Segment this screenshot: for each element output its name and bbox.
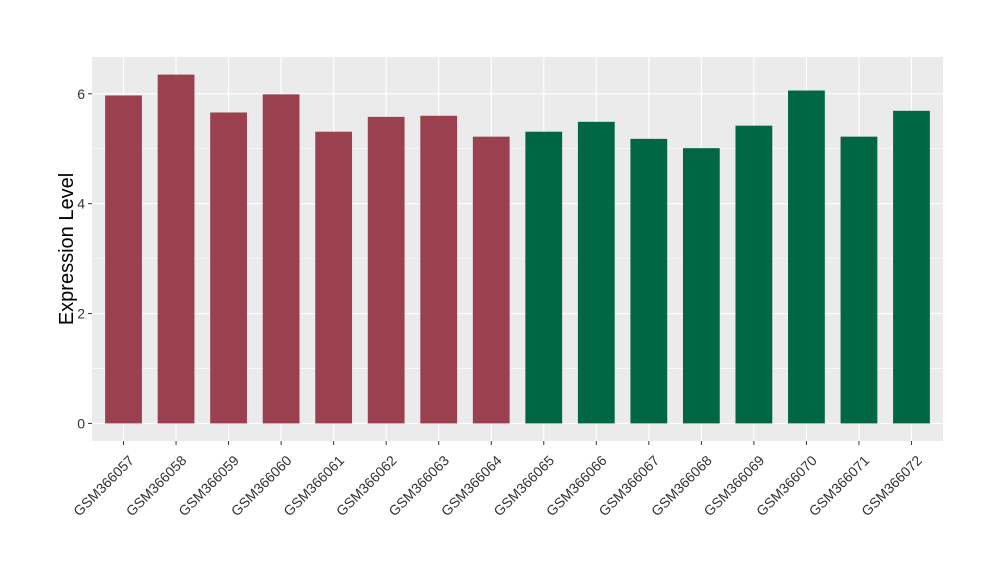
bar-gsm366072: [893, 110, 930, 424]
y-tick-label: 0: [77, 415, 85, 431]
bar-gsm366065: [525, 131, 563, 424]
bar-gsm366069: [735, 125, 773, 424]
y-tick-label: 4: [77, 196, 85, 212]
bar-gsm366058: [157, 74, 195, 424]
bar-gsm366064: [472, 136, 510, 424]
bar-gsm366067: [630, 138, 668, 424]
bar-gsm366066: [577, 121, 615, 424]
bars-group: [105, 74, 930, 424]
bar-gsm366061: [315, 131, 353, 424]
y-tick-label: 2: [77, 306, 85, 322]
y-axis-title: Expression Level: [56, 173, 78, 325]
bar-gsm366057: [105, 95, 142, 424]
bar-gsm366070: [788, 90, 825, 424]
y-tick-label: 6: [77, 86, 85, 102]
x-axis: GSM366057GSM366058GSM366059GSM366060GSM3…: [70, 441, 925, 519]
bar-gsm366068: [682, 148, 720, 424]
y-axis: 0 2 4 6: [77, 86, 92, 431]
bar-gsm366062: [367, 116, 405, 424]
bar-gsm366060: [262, 94, 300, 424]
bar-gsm366071: [840, 136, 878, 424]
bar-gsm366063: [420, 115, 458, 424]
bar-gsm366059: [210, 112, 247, 424]
